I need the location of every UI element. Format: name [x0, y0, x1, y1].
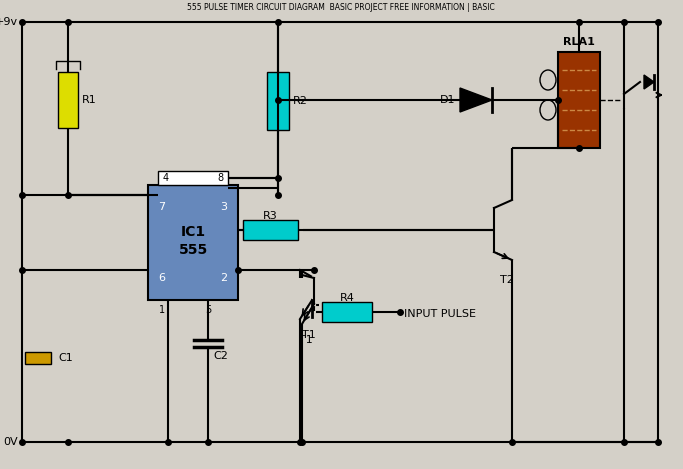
Text: 6: 6 — [158, 273, 165, 283]
Text: C2: C2 — [213, 351, 228, 361]
Text: IC1: IC1 — [180, 226, 206, 240]
Text: R1: R1 — [82, 95, 97, 105]
Text: 0V: 0V — [3, 437, 18, 447]
Text: INPUT PULSE: INPUT PULSE — [404, 309, 476, 319]
Text: 555 PULSE TIMER CIRCUIT DIAGRAM  BASIC PROJECT FREE INFORMATION | BASIC: 555 PULSE TIMER CIRCUIT DIAGRAM BASIC PR… — [187, 3, 495, 13]
Text: 8: 8 — [217, 173, 223, 183]
Polygon shape — [644, 75, 654, 89]
Bar — [558, 52, 600, 148]
Bar — [158, 171, 228, 185]
Bar — [58, 72, 78, 128]
Bar — [243, 220, 298, 240]
Text: RLA1: RLA1 — [563, 37, 595, 47]
Text: 1: 1 — [159, 305, 165, 315]
Text: D1: D1 — [439, 95, 455, 105]
Text: +9v: +9v — [0, 17, 18, 27]
Text: R2: R2 — [293, 96, 308, 106]
Text: T1: T1 — [299, 335, 313, 345]
Text: 4: 4 — [163, 173, 169, 183]
Bar — [148, 185, 238, 300]
Text: 3: 3 — [221, 202, 227, 212]
Bar — [25, 352, 51, 364]
Text: 2: 2 — [221, 273, 227, 283]
Polygon shape — [460, 88, 492, 112]
Text: R3: R3 — [263, 211, 277, 221]
Text: C1: C1 — [58, 353, 73, 363]
Bar — [322, 302, 372, 322]
Text: 7: 7 — [158, 202, 165, 212]
Bar — [267, 72, 289, 130]
Text: T2: T2 — [500, 275, 514, 285]
Text: 555: 555 — [178, 243, 208, 257]
Text: T1: T1 — [302, 330, 316, 340]
Text: 5: 5 — [205, 305, 211, 315]
Text: R4: R4 — [339, 293, 354, 303]
